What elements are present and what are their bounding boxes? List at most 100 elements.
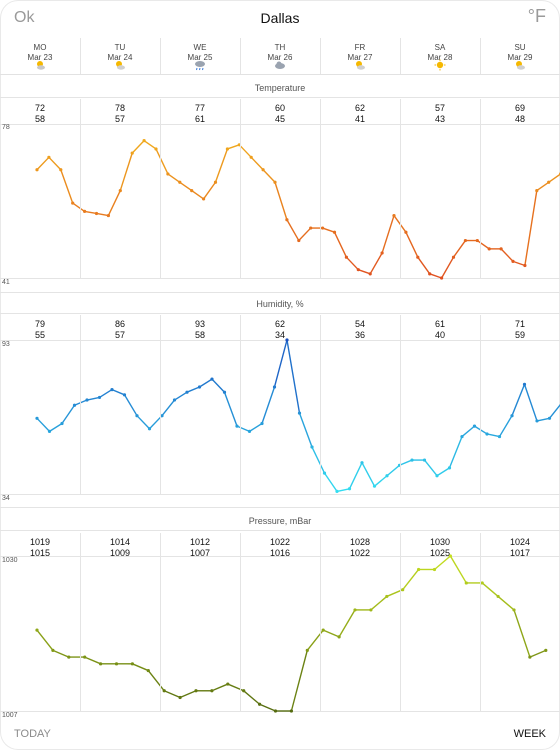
data-point (448, 554, 452, 558)
sun-cloud-icon (516, 61, 525, 70)
series-line-segment (449, 555, 467, 584)
data-point (147, 427, 152, 431)
data-point (94, 211, 99, 216)
ok-button[interactable]: Ok (14, 9, 35, 26)
series-line-segment (386, 464, 400, 477)
grid-line-min (0, 278, 560, 279)
day-column-sa[interactable]: SA Mar 28 (400, 38, 480, 74)
grid-line-max (0, 556, 560, 557)
series-line-segment (179, 690, 197, 699)
data-point (460, 434, 464, 439)
day-date: Mar 29 (507, 53, 533, 62)
day-column-fr[interactable]: FR Mar 27 (320, 38, 400, 74)
day-low-value: 1022 (349, 548, 371, 558)
day-divider (240, 315, 241, 494)
series-line-segment (49, 422, 63, 432)
data-point (142, 139, 146, 143)
data-point (235, 424, 239, 428)
week-button[interactable]: WEEK (513, 728, 546, 740)
series-line-segment (148, 415, 163, 430)
series-line-segment (167, 173, 181, 183)
day-divider (80, 99, 81, 278)
day-divider (400, 533, 401, 711)
data-point (146, 668, 150, 673)
day-column-tu[interactable]: TU Mar 24 (80, 38, 160, 74)
data-point (97, 395, 102, 400)
day-column-su[interactable]: SU Mar 29 (480, 38, 560, 74)
data-point (335, 489, 339, 493)
day-divider (400, 99, 401, 278)
day-value-pair: 61 40 (400, 319, 480, 341)
series-line-segment (361, 462, 376, 487)
series-line-segment (498, 415, 513, 437)
day-high-value: 1028 (349, 537, 371, 547)
data-point (410, 458, 414, 462)
day-value-pair: 62 34 (240, 319, 320, 341)
series-line-segment (529, 649, 547, 658)
data-point (160, 414, 164, 418)
series-line-segment (417, 256, 431, 275)
data-point (523, 263, 527, 268)
series-line-segment (61, 404, 76, 424)
series-line-segment (405, 231, 419, 258)
day-date: Mar 27 (347, 53, 373, 62)
series-line-segment (243, 690, 261, 705)
day-column-mo[interactable]: MO Mar 23 (0, 38, 80, 74)
data-point (428, 272, 432, 276)
data-point (106, 213, 110, 218)
rain-cloud-icon (195, 61, 205, 71)
data-point (297, 411, 302, 415)
day-column-th[interactable]: TH Mar 26 (240, 38, 320, 74)
day-low-value: 61 (194, 114, 205, 124)
temperature-axis-max: 78 (2, 124, 10, 131)
series-line-segment (338, 609, 356, 638)
day-divider (240, 99, 241, 278)
series-line-segment (452, 240, 466, 258)
series-line-segment (511, 384, 526, 416)
data-point (432, 567, 437, 572)
today-button[interactable]: TODAY (14, 728, 51, 740)
series-line-segment (548, 173, 560, 183)
series-line-segment (393, 215, 407, 233)
series-line-segment (214, 148, 229, 183)
day-low-value: 1009 (109, 548, 131, 558)
data-point (332, 230, 337, 234)
data-point (249, 155, 253, 159)
data-point (451, 255, 456, 259)
data-point (369, 608, 373, 612)
series-line-segment (434, 555, 451, 571)
data-point (99, 662, 103, 666)
series-line-segment (227, 144, 240, 150)
section-divider (0, 313, 560, 314)
data-point (225, 147, 229, 151)
day-divider (400, 315, 401, 494)
section-divider (0, 97, 560, 98)
series-line-segment (203, 181, 217, 200)
series-line-segment (236, 425, 250, 433)
grid-line-max (0, 124, 560, 125)
series-line-segment (96, 212, 109, 217)
bottom-bar: TODAY WEEK (0, 722, 560, 750)
unit-toggle-button[interactable]: °F (527, 6, 546, 26)
day-low-value: 40 (434, 330, 445, 340)
day-name: WE (193, 43, 207, 52)
day-value-pair: 1014 1009 (80, 537, 160, 559)
sun-cloud-icon (116, 61, 125, 70)
data-point (447, 466, 452, 470)
series-line-segment (84, 656, 101, 665)
data-point (356, 268, 360, 272)
day-divider (480, 315, 481, 494)
data-point (210, 689, 214, 693)
series-line-segment (199, 378, 213, 388)
series-line-segment (123, 394, 138, 417)
series-line-segment (402, 569, 420, 591)
series-line-segment (536, 417, 550, 422)
data-point (472, 424, 477, 428)
day-divider (480, 533, 481, 711)
data-point (496, 594, 500, 599)
data-point (522, 382, 527, 386)
series-line-segment (423, 459, 438, 477)
day-column-we[interactable]: WE Mar 25 (160, 38, 240, 74)
day-high-value: 79 (34, 319, 45, 329)
series-line-segment (274, 182, 288, 220)
